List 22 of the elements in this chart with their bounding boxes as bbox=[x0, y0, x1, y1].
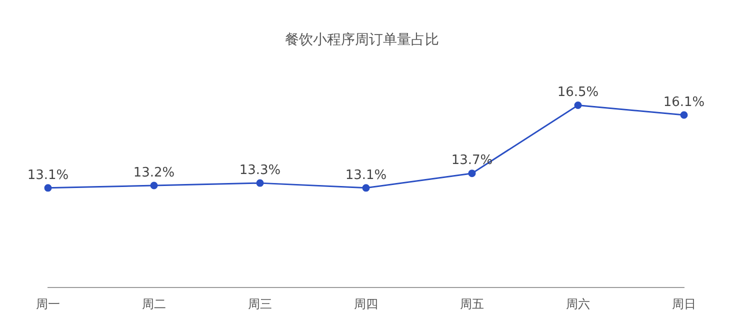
x-tick-label: 周日 bbox=[672, 296, 696, 311]
data-label: 13.1% bbox=[345, 168, 387, 183]
point bbox=[256, 179, 264, 187]
x-tick-label: 周二 bbox=[142, 296, 166, 311]
x-tick-label: 周四 bbox=[354, 296, 378, 311]
x-tick-label: 周三 bbox=[248, 296, 272, 311]
chart-title: 餐饮小程序周订单量占比 bbox=[285, 32, 439, 48]
point bbox=[574, 102, 582, 110]
x-tick-label: 周一 bbox=[36, 296, 60, 311]
point bbox=[362, 184, 370, 192]
data-label: 13.7% bbox=[451, 153, 493, 168]
point bbox=[44, 184, 52, 192]
x-tick-label: 周六 bbox=[566, 296, 590, 311]
data-label: 13.2% bbox=[133, 165, 175, 180]
data-label: 16.1% bbox=[663, 94, 705, 110]
data-label: 16.5% bbox=[557, 85, 599, 100]
x-tick-label: 周五 bbox=[460, 296, 484, 311]
point bbox=[150, 182, 158, 190]
data-label: 13.3% bbox=[239, 162, 281, 178]
point bbox=[680, 111, 688, 119]
point bbox=[468, 170, 476, 178]
data-label: 13.1% bbox=[27, 168, 69, 183]
